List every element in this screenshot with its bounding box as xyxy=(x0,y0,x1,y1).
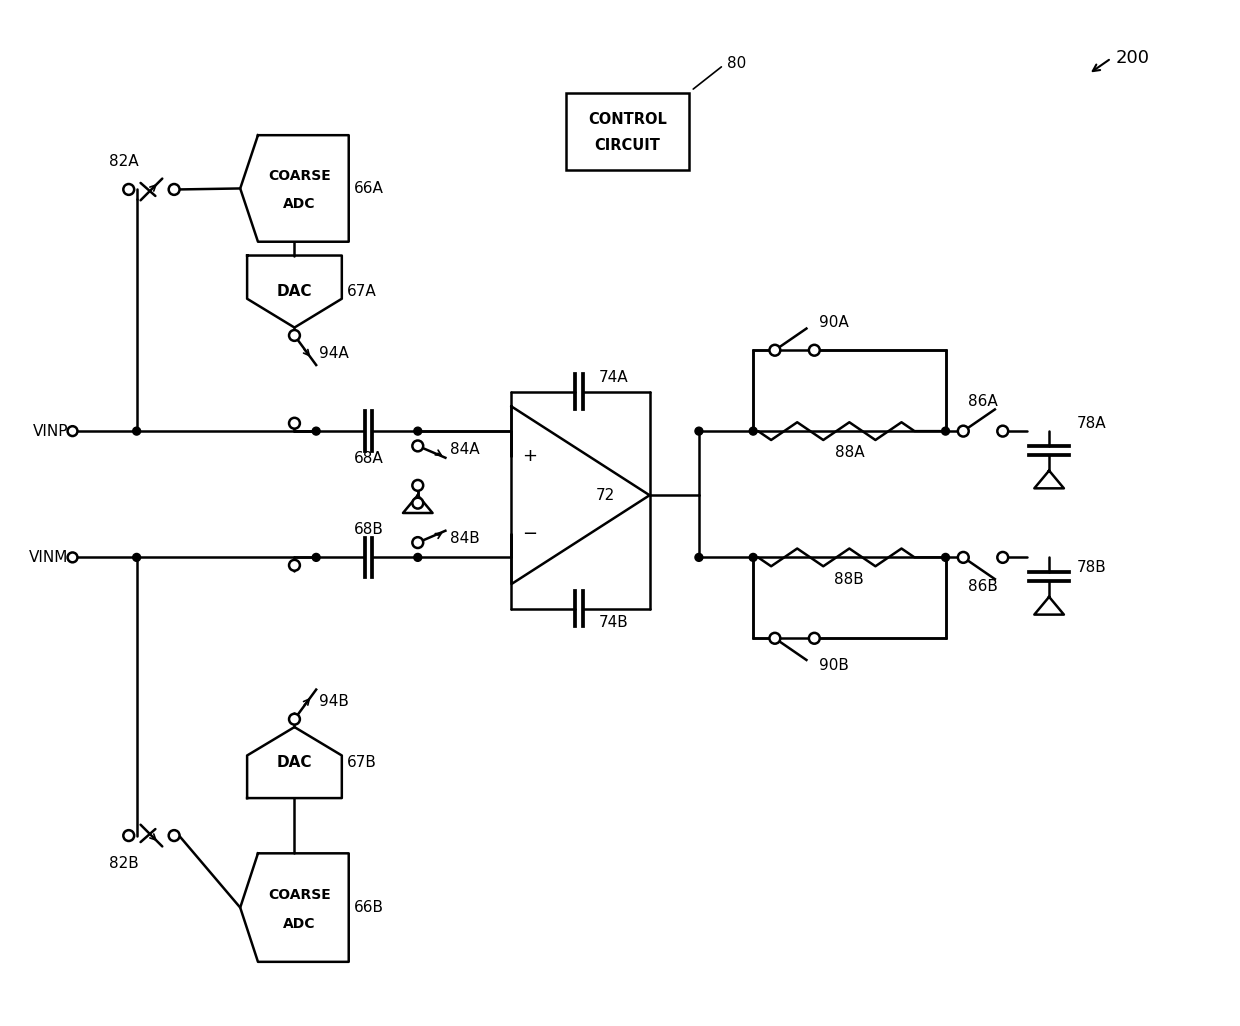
Text: 78A: 78A xyxy=(1076,416,1106,431)
Text: 80: 80 xyxy=(727,55,745,71)
Circle shape xyxy=(957,552,968,563)
Text: 82A: 82A xyxy=(109,154,139,169)
Circle shape xyxy=(770,345,780,356)
Polygon shape xyxy=(247,727,342,798)
Text: COARSE: COARSE xyxy=(268,168,331,183)
Polygon shape xyxy=(241,135,348,242)
Text: 67B: 67B xyxy=(347,755,377,771)
Text: 200: 200 xyxy=(1115,49,1149,68)
Text: 90A: 90A xyxy=(820,315,849,330)
Bar xyxy=(753,557,946,638)
Circle shape xyxy=(169,830,180,841)
Text: 67A: 67A xyxy=(347,284,377,299)
Circle shape xyxy=(413,498,423,509)
Circle shape xyxy=(133,427,140,435)
Circle shape xyxy=(289,714,300,724)
Circle shape xyxy=(414,427,422,435)
Circle shape xyxy=(413,538,423,548)
Polygon shape xyxy=(1034,597,1064,615)
Circle shape xyxy=(289,560,300,570)
Circle shape xyxy=(123,830,134,841)
Polygon shape xyxy=(241,854,348,961)
Text: VINM: VINM xyxy=(30,550,68,565)
Circle shape xyxy=(289,330,300,341)
Text: 68B: 68B xyxy=(353,522,383,538)
Text: 88B: 88B xyxy=(835,571,864,587)
Text: CONTROL: CONTROL xyxy=(588,112,667,127)
Circle shape xyxy=(123,184,134,195)
Text: +: + xyxy=(522,447,537,465)
Text: DAC: DAC xyxy=(277,284,312,299)
Circle shape xyxy=(941,553,950,561)
Circle shape xyxy=(312,553,320,561)
Text: 68A: 68A xyxy=(353,451,383,466)
Text: 86B: 86B xyxy=(968,580,998,594)
Bar xyxy=(565,92,689,169)
Circle shape xyxy=(68,426,77,436)
Text: CIRCUIT: CIRCUIT xyxy=(594,137,661,153)
Circle shape xyxy=(169,184,180,195)
Text: 84B: 84B xyxy=(450,531,480,546)
Circle shape xyxy=(997,426,1008,436)
Circle shape xyxy=(694,553,703,561)
Circle shape xyxy=(312,427,320,435)
Circle shape xyxy=(289,418,300,429)
Text: 74A: 74A xyxy=(598,370,627,386)
Circle shape xyxy=(997,552,1008,563)
Text: 78B: 78B xyxy=(1076,560,1106,575)
Circle shape xyxy=(694,427,703,435)
Text: 72: 72 xyxy=(595,487,615,503)
Text: ADC: ADC xyxy=(283,917,316,931)
Text: 88A: 88A xyxy=(835,445,864,461)
Text: 84A: 84A xyxy=(450,442,480,458)
Text: 86A: 86A xyxy=(968,394,998,409)
Polygon shape xyxy=(247,255,342,327)
Circle shape xyxy=(749,553,758,561)
Text: 66B: 66B xyxy=(353,900,383,915)
Circle shape xyxy=(808,345,820,356)
Circle shape xyxy=(413,480,423,490)
Circle shape xyxy=(770,633,780,643)
Circle shape xyxy=(749,427,758,435)
Circle shape xyxy=(133,553,140,561)
Polygon shape xyxy=(511,406,650,584)
Polygon shape xyxy=(1034,471,1064,488)
Circle shape xyxy=(808,633,820,643)
Text: 90B: 90B xyxy=(820,659,849,673)
Circle shape xyxy=(68,552,77,562)
Circle shape xyxy=(941,427,950,435)
Text: DAC: DAC xyxy=(277,755,312,771)
Circle shape xyxy=(414,553,422,561)
Text: −: − xyxy=(522,525,537,544)
Bar xyxy=(753,350,946,431)
Circle shape xyxy=(413,440,423,451)
Text: 82B: 82B xyxy=(109,856,139,871)
Text: 94B: 94B xyxy=(319,694,348,709)
Polygon shape xyxy=(403,496,433,513)
Text: COARSE: COARSE xyxy=(268,887,331,902)
Text: ADC: ADC xyxy=(283,197,316,211)
Text: 66A: 66A xyxy=(353,181,383,196)
Circle shape xyxy=(957,426,968,436)
Text: 94A: 94A xyxy=(319,346,348,361)
Text: 74B: 74B xyxy=(598,615,627,630)
Text: VINP: VINP xyxy=(33,424,68,439)
